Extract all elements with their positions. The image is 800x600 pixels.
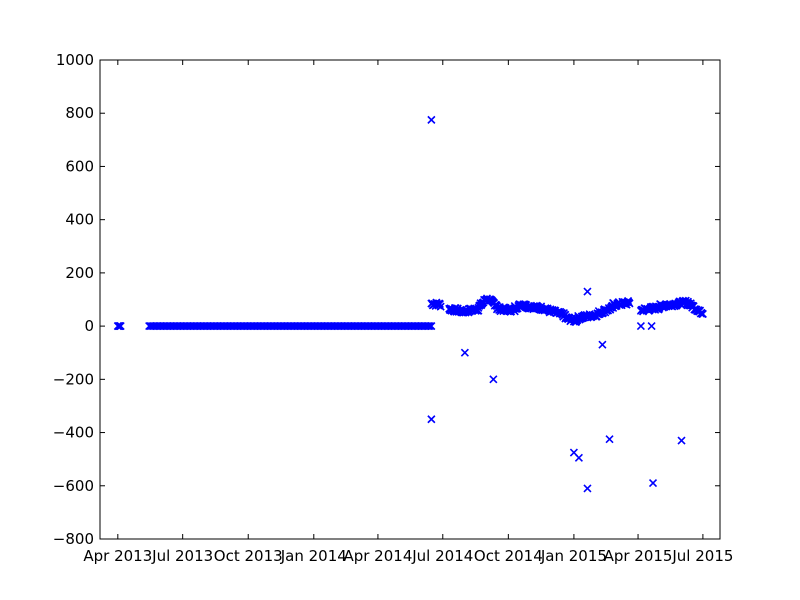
y-tick-label: −800: [53, 530, 94, 548]
y-tick-label: −200: [53, 370, 94, 388]
data-point: [636, 322, 645, 331]
y-tick-label: 1000: [56, 51, 94, 69]
x-tick-label: Jul 2015: [671, 547, 733, 565]
plot-frame: [99, 59, 721, 540]
data-point: [427, 322, 436, 331]
data-points-group: [113, 115, 707, 493]
x-tick-label: Apr 2014: [343, 547, 412, 565]
x-tick-label: Oct 2014: [474, 547, 543, 565]
data-point: [424, 322, 433, 331]
y-tick-label: 600: [65, 157, 94, 175]
y-tick-label: 0: [84, 317, 94, 335]
x-tick-label: Jul 2014: [411, 547, 473, 565]
x-tick-label: Apr 2015: [604, 547, 673, 565]
data-point: [116, 322, 125, 331]
axis-ticks-group: −800 −600 −400 −200 0 200 400 600 800 1000 Apr 201…: [53, 51, 734, 565]
data-point: [574, 453, 583, 462]
y-tick-label: 200: [65, 264, 94, 282]
data-point: [427, 415, 436, 424]
data-point: [425, 322, 435, 331]
data-point: [460, 348, 469, 357]
x-tick-label: Jan 2015: [540, 547, 607, 565]
y-tick-label: 800: [65, 104, 94, 122]
x-tick-label: Oct 2013: [214, 547, 283, 565]
x-tick-label: Jul 2013: [151, 547, 213, 565]
data-point: [647, 322, 656, 331]
y-tick-label: −400: [53, 424, 94, 442]
data-point: [583, 484, 592, 493]
data-point: [489, 375, 498, 384]
y-tick-label: −600: [53, 477, 94, 495]
data-point: [648, 479, 658, 488]
data-point: [605, 435, 614, 444]
x-tick-label: Apr 2013: [83, 547, 152, 565]
data-point: [435, 299, 444, 309]
data-point: [677, 436, 686, 445]
data-point: [598, 340, 607, 349]
x-tick-label: Jan 2014: [280, 547, 347, 565]
data-point: [436, 302, 445, 311]
data-point: [427, 115, 436, 124]
y-tick-label: 400: [65, 211, 94, 229]
data-point: [583, 287, 592, 296]
data-point: [698, 309, 707, 319]
data-point: [625, 299, 634, 308]
